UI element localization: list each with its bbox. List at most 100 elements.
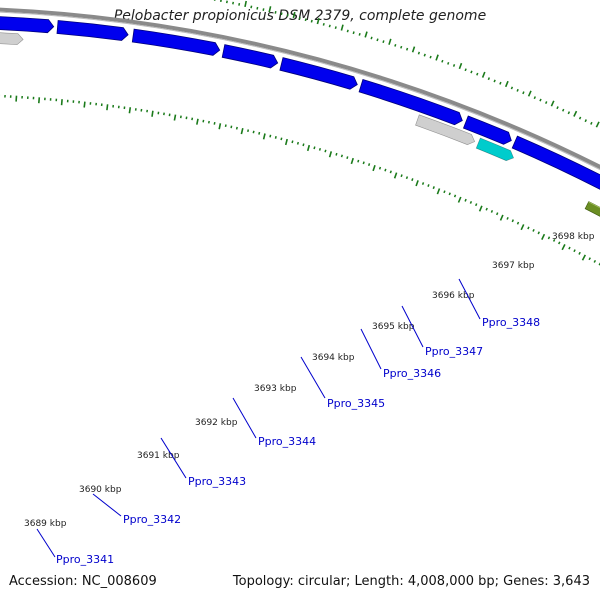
tick-mark xyxy=(238,2,241,6)
ruler-kbp-label: 3690 kbp xyxy=(79,485,122,495)
tick-mark xyxy=(493,79,496,83)
tick-mark xyxy=(340,24,344,31)
tick-mark xyxy=(262,133,266,140)
tick-mark xyxy=(476,72,479,76)
tick-mark xyxy=(522,91,525,95)
gene-leader-line xyxy=(401,305,424,348)
tick-mark xyxy=(573,249,576,253)
tick-mark xyxy=(504,80,509,88)
tick-mark xyxy=(481,71,486,78)
tick-mark xyxy=(318,147,322,151)
tick-mark xyxy=(527,226,530,230)
tick-mark xyxy=(527,90,532,97)
tick-mark xyxy=(382,40,385,44)
tick-mark xyxy=(292,11,296,19)
tick-mark xyxy=(506,216,509,220)
tick-mark xyxy=(262,8,265,11)
gene-leader-line xyxy=(300,356,326,399)
tick-mark xyxy=(516,88,519,92)
tick-mark xyxy=(578,251,581,255)
tick-mark xyxy=(340,154,344,158)
tick-mark xyxy=(286,13,289,17)
tick-mark xyxy=(378,166,382,170)
tick-mark xyxy=(202,119,205,123)
tick-mark xyxy=(478,205,483,212)
tick-mark xyxy=(485,207,488,211)
tick-mark xyxy=(335,152,338,156)
tick-mark xyxy=(268,6,272,13)
forward-gene-arrow xyxy=(358,79,463,126)
tick-mark xyxy=(561,244,566,251)
tick-mark xyxy=(573,110,578,117)
forward-strand-track xyxy=(0,16,600,190)
tick-mark xyxy=(499,214,504,221)
ruler-kbp-label: 3695 kbp xyxy=(372,322,415,332)
tick-mark xyxy=(219,0,222,3)
tick-mark xyxy=(499,81,502,85)
tick-mark xyxy=(443,190,446,194)
tick-mark xyxy=(334,26,337,30)
tick-mark xyxy=(432,186,435,190)
tick-mark xyxy=(83,101,86,108)
tick-mark xyxy=(346,156,349,160)
tick-mark xyxy=(532,228,535,232)
ruler-kbp-label: 3698 kbp xyxy=(552,232,595,242)
tick-mark xyxy=(436,188,441,195)
tick-mark xyxy=(224,124,227,128)
tick-mark xyxy=(453,194,457,198)
tick-mark xyxy=(388,38,392,45)
tick-mark xyxy=(370,36,373,40)
gc-skew-band xyxy=(584,201,600,217)
ruler-kbp-label: 3693 kbp xyxy=(254,384,297,394)
gene-label: Ppro_3346 xyxy=(383,367,441,380)
tick-mark xyxy=(357,159,360,163)
tick-mark xyxy=(578,116,582,120)
tick-mark xyxy=(306,144,311,152)
map-title: Pelobacter propionicus DSM 2379, complet… xyxy=(113,8,487,24)
tick-mark xyxy=(490,210,494,213)
tick-mark xyxy=(562,108,565,112)
gene-label: Ppro_3345 xyxy=(327,397,385,410)
tick-mark xyxy=(364,31,368,38)
backbone-highlight xyxy=(0,11,600,171)
tick-mark xyxy=(448,192,451,196)
outer-tick-ring xyxy=(213,0,600,128)
tick-mark xyxy=(310,19,313,23)
tick-mark xyxy=(191,117,194,121)
tick-mark xyxy=(584,119,587,123)
tick-mark xyxy=(196,118,199,125)
reverse-strand-track xyxy=(0,32,514,162)
tick-mark xyxy=(367,163,371,167)
tick-mark xyxy=(173,114,177,121)
tick-mark xyxy=(537,231,540,235)
tick-mark xyxy=(441,59,444,63)
tick-mark xyxy=(516,221,520,225)
gene-label: Ppro_3343 xyxy=(188,475,246,488)
tick-mark xyxy=(539,98,542,102)
tick-mark xyxy=(60,99,63,106)
tick-mark xyxy=(556,106,559,110)
forward-gene-arrow xyxy=(131,28,221,56)
tick-mark xyxy=(469,201,473,204)
tick-mark xyxy=(510,86,514,90)
ruler-kbp-label: 3696 kbp xyxy=(432,291,475,301)
tick-mark xyxy=(421,182,425,185)
tick-mark xyxy=(358,32,361,36)
gc-skew-highlight xyxy=(588,201,600,209)
tick-mark xyxy=(545,101,548,104)
ruler-kbp-label: 3691 kbp xyxy=(137,451,180,461)
tick-mark xyxy=(541,233,546,240)
forward-gene-arrow xyxy=(279,57,358,90)
tick-mark xyxy=(250,5,253,9)
tick-mark xyxy=(274,10,277,14)
pseudogene-arrow xyxy=(0,32,24,45)
tick-mark xyxy=(218,123,222,130)
tick-mark xyxy=(151,110,154,117)
gc-skew-track xyxy=(584,201,600,217)
tick-mark xyxy=(346,29,349,33)
forward-gene-arrow xyxy=(221,44,279,69)
tick-mark xyxy=(393,172,398,179)
tick-mark xyxy=(372,164,376,172)
tick-mark xyxy=(547,236,551,240)
tick-mark xyxy=(280,137,283,141)
